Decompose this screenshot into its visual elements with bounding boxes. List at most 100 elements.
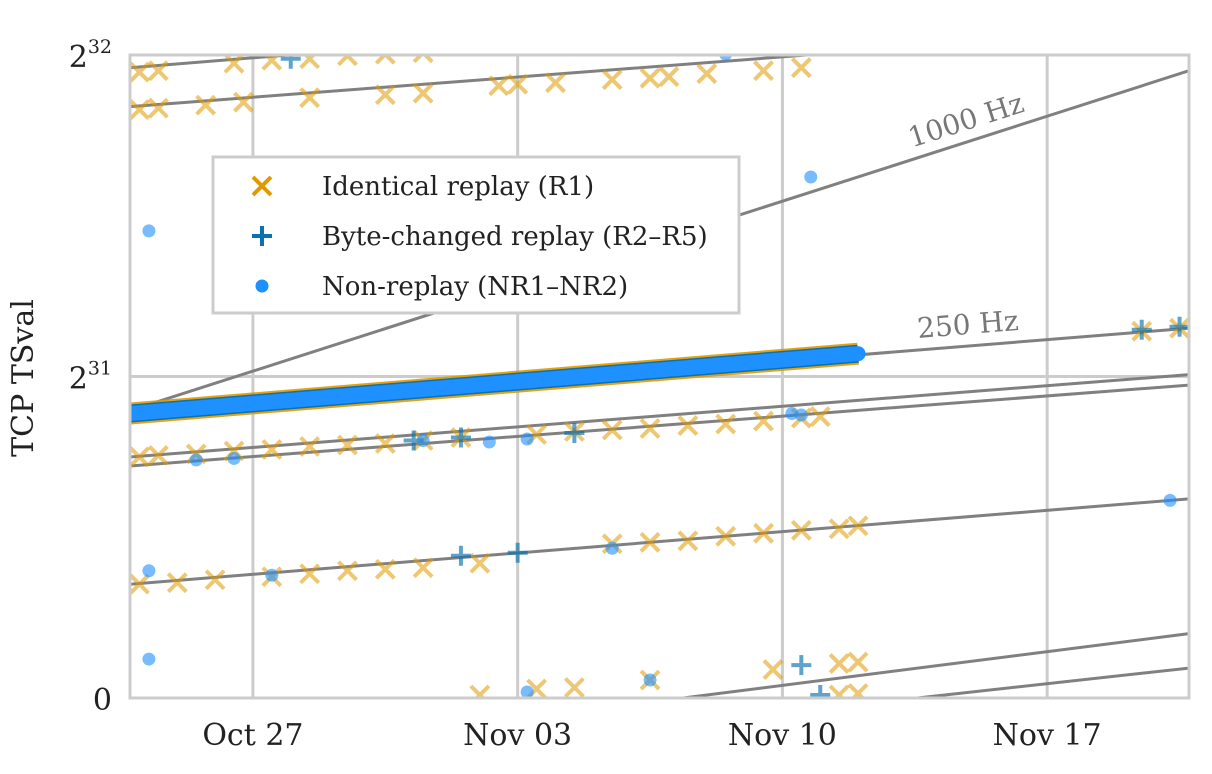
non-replay-point <box>142 224 156 238</box>
byte-changed-replay-point <box>564 423 585 444</box>
identical-replay-point <box>545 72 566 94</box>
non-replay-point <box>142 652 156 666</box>
identical-replay-point <box>337 434 358 456</box>
identical-replay-point <box>809 406 831 427</box>
non-replay-point <box>643 673 657 687</box>
identical-replay-point <box>762 659 784 680</box>
non-replay-point <box>142 564 156 578</box>
identical-replay-point <box>488 75 510 97</box>
byte-changed-replay-point <box>1169 316 1189 337</box>
dense-band <box>130 342 866 425</box>
non-replay-point <box>1163 493 1177 507</box>
identical-replay-point <box>299 87 321 109</box>
y-tick-exponent: 32 <box>88 36 112 58</box>
identical-replay-point <box>469 552 491 574</box>
legend-box <box>211 155 741 315</box>
x-axis-ticks: Oct 27 Nov 03 Nov 10 Nov 17 <box>202 718 1101 753</box>
legend-marker-dot <box>255 279 269 293</box>
identical-replay-point <box>507 73 529 95</box>
identical-replay-point <box>299 563 321 585</box>
y-tick-base: 2 <box>69 40 88 75</box>
legend-item: Non-replay (NR1–NR2) <box>255 272 628 302</box>
identical-replay-point <box>677 415 699 436</box>
byte-changed-replay-point <box>507 542 528 563</box>
identical-replay-point <box>147 97 169 119</box>
reference-line <box>671 632 1189 698</box>
y-axis-label: TCP TSval <box>6 299 41 457</box>
identical-replay-point <box>337 560 358 582</box>
identical-replay-point <box>469 684 491 698</box>
identical-replay-point <box>753 522 774 544</box>
byte-changed-replay-point <box>280 55 301 69</box>
x-tick-label: Oct 27 <box>202 718 303 753</box>
legend-marker-plus <box>252 226 272 246</box>
identical-replay-point <box>130 573 150 595</box>
non-replay-point <box>794 408 808 422</box>
identical-replay-point <box>563 677 585 698</box>
identical-replay-point <box>374 558 396 580</box>
identical-replay-point <box>412 82 434 104</box>
non-replay-point <box>482 435 496 449</box>
identical-replay-point <box>847 515 869 537</box>
legend-label: Non-replay (NR1–NR2) <box>322 272 628 302</box>
byte-changed-replay-point <box>450 427 471 448</box>
reference-line-label: 250 Hz <box>916 304 1020 345</box>
identical-replay-point <box>195 94 217 116</box>
identical-replay-point <box>715 525 737 547</box>
non-replay-point <box>265 568 279 582</box>
reference-line <box>130 383 1189 468</box>
legend-marker-x <box>251 175 273 197</box>
non-replay-point <box>804 170 818 184</box>
data-points <box>130 55 1189 698</box>
identical-replay-point <box>374 433 396 454</box>
non-replay-point <box>520 432 534 446</box>
identical-replay-point <box>696 63 718 85</box>
identical-replay-point <box>299 436 321 457</box>
legend-item: Byte-changed replay (R2–R5) <box>252 222 708 252</box>
y-tick-label: 0 <box>93 683 112 718</box>
legend: Identical replay (R1) Byte-changed replay… <box>211 155 741 315</box>
identical-replay-point <box>847 651 869 673</box>
identical-replay-point <box>639 531 661 553</box>
y-tick-base: 0 <box>93 683 112 718</box>
identical-replay-point <box>639 418 661 439</box>
legend-item: Identical replay (R1) <box>251 172 594 202</box>
identical-replay-point <box>204 569 226 591</box>
legend-label: Identical replay (R1) <box>322 172 594 202</box>
identical-replay-point <box>658 66 680 88</box>
plot-frame <box>128 53 1191 700</box>
identical-replay-point <box>677 530 699 552</box>
identical-replay-point <box>753 60 774 82</box>
byte-changed-replay-point <box>1131 319 1152 340</box>
byte-changed-replay-point <box>450 545 471 566</box>
identical-replay-point <box>130 446 150 468</box>
identical-replay-point <box>715 413 737 435</box>
identical-replay-point <box>130 99 150 121</box>
identical-replay-point <box>233 91 254 113</box>
identical-replay-point <box>790 519 812 541</box>
identical-replay-point <box>261 439 283 460</box>
x-tick-label: Nov 03 <box>463 718 572 753</box>
identical-replay-point <box>601 69 623 91</box>
identical-replay-point <box>828 518 850 540</box>
identical-replay-point <box>847 683 869 698</box>
dense-band-non-replay <box>130 346 866 422</box>
non-replay-point <box>605 541 619 555</box>
identical-replay-point <box>601 419 623 441</box>
identical-replay-point <box>374 55 396 65</box>
non-replay-point <box>189 453 203 467</box>
identical-replay-point <box>374 84 396 106</box>
identical-replay-point <box>223 55 245 74</box>
non-replay-point <box>416 433 430 447</box>
non-replay-point <box>227 451 241 465</box>
y-tick-label: 232 <box>69 36 112 75</box>
byte-changed-replay-point <box>791 655 812 676</box>
y-tick-exponent: 31 <box>88 358 112 380</box>
identical-replay-point <box>753 410 774 432</box>
identical-replay-point <box>639 67 661 89</box>
byte-changed-replay-point <box>810 685 831 698</box>
identical-replay-point <box>828 653 850 674</box>
x-tick-label: Nov 10 <box>728 718 837 753</box>
identical-replay-point <box>790 57 812 79</box>
